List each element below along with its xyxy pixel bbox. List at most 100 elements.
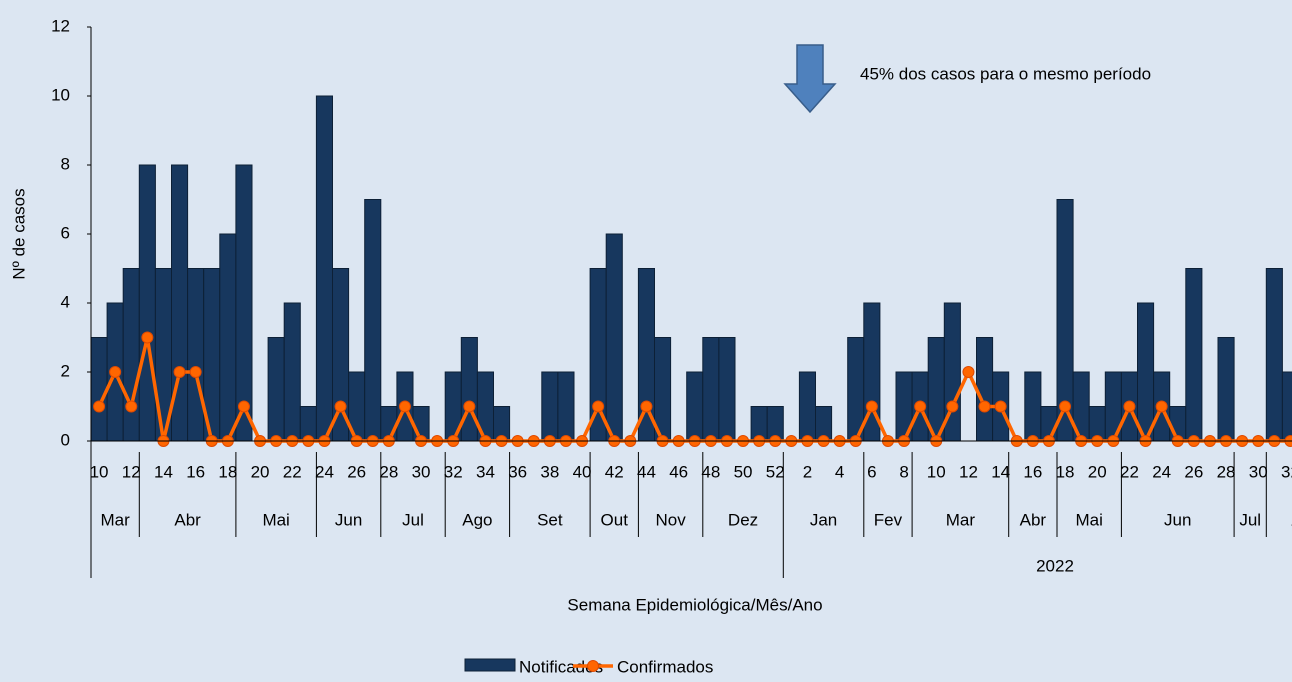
bar xyxy=(267,337,285,442)
bar xyxy=(187,268,205,442)
month-label: Jul xyxy=(402,510,424,529)
bar xyxy=(1217,337,1235,442)
bar xyxy=(718,337,736,442)
x-tick-label: 16 xyxy=(186,462,205,481)
x-tick-label: 28 xyxy=(1217,462,1236,481)
y-tick-label: 2 xyxy=(61,361,70,380)
x-tick-label: 50 xyxy=(734,462,753,481)
annotation-arrow xyxy=(783,44,837,114)
marker xyxy=(640,400,653,413)
x-tick-label: 44 xyxy=(637,462,656,481)
month-label: Mai xyxy=(1075,510,1102,529)
bar xyxy=(1265,268,1283,442)
x-tick-label: 18 xyxy=(218,462,237,481)
y-tick-label: 10 xyxy=(51,85,70,104)
year-label: 2022 xyxy=(1036,556,1074,575)
x-tick-label: 8 xyxy=(899,462,908,481)
x-tick-label: 30 xyxy=(412,462,431,481)
marker xyxy=(994,400,1007,413)
bar xyxy=(557,371,575,442)
marker xyxy=(1123,400,1136,413)
x-tick-label: 38 xyxy=(540,462,559,481)
legend-swatch xyxy=(464,658,516,672)
x-tick-label: 22 xyxy=(1120,462,1139,481)
marker xyxy=(173,366,186,378)
x-tick-label: 26 xyxy=(1184,462,1203,481)
x-tick-label: 42 xyxy=(605,462,624,481)
x-tick-label: 18 xyxy=(1056,462,1075,481)
x-tick-label: 34 xyxy=(476,462,495,481)
bar xyxy=(976,337,994,442)
x-axis-label: Semana Epidemiológica/Mês/Ano xyxy=(567,595,822,614)
x-tick-label: 30 xyxy=(1249,462,1268,481)
bar xyxy=(219,233,237,442)
marker xyxy=(1155,400,1168,413)
month-label: Jun xyxy=(1164,510,1191,529)
x-tick-label: 32 xyxy=(444,462,463,481)
x-tick-label: 10 xyxy=(927,462,946,481)
month-label: Abr xyxy=(174,510,201,529)
x-tick-label: 16 xyxy=(1023,462,1042,481)
x-tick-label: 22 xyxy=(283,462,302,481)
x-tick-label: 32 xyxy=(1281,462,1292,481)
marker xyxy=(865,400,878,413)
x-tick-label: 12 xyxy=(122,462,141,481)
bar xyxy=(364,199,382,442)
x-tick-label: 20 xyxy=(1088,462,1107,481)
marker xyxy=(237,400,250,413)
x-tick-label: 14 xyxy=(991,462,1010,481)
legend-label: Notificados xyxy=(519,657,603,676)
bar xyxy=(702,337,720,442)
y-tick-label: 8 xyxy=(61,154,70,173)
x-tick-label: 2 xyxy=(803,462,812,481)
month-label: Jan xyxy=(810,510,837,529)
bar xyxy=(235,164,253,442)
x-tick-label: 12 xyxy=(959,462,978,481)
bar xyxy=(1281,371,1292,442)
marker xyxy=(946,400,959,413)
month-label: Mar xyxy=(946,510,976,529)
x-tick-label: 6 xyxy=(867,462,876,481)
x-tick-label: 14 xyxy=(154,462,173,481)
month-label: Ago xyxy=(462,510,492,529)
legend-label: Confirmados xyxy=(617,657,713,676)
x-tick-label: 10 xyxy=(90,462,109,481)
marker xyxy=(962,366,975,378)
x-tick-label: 20 xyxy=(251,462,270,481)
marker xyxy=(463,400,476,413)
marker xyxy=(125,400,138,413)
x-tick-label: 36 xyxy=(508,462,527,481)
bar xyxy=(798,371,817,442)
month-label: Out xyxy=(601,510,629,529)
marker xyxy=(978,400,991,413)
y-tick-label: 6 xyxy=(61,223,70,242)
marker xyxy=(93,400,106,413)
y-tick-label: 4 xyxy=(61,292,70,311)
marker xyxy=(398,400,411,413)
bar xyxy=(315,95,333,442)
bar xyxy=(283,302,301,442)
x-tick-label: 24 xyxy=(315,462,334,481)
month-label: Nov xyxy=(655,510,686,529)
x-tick-label: 26 xyxy=(347,462,366,481)
x-tick-label: 24 xyxy=(1152,462,1171,481)
marker xyxy=(109,366,122,378)
bar xyxy=(1024,371,1042,442)
x-tick-label: 40 xyxy=(573,462,592,481)
bar xyxy=(138,164,156,442)
marker xyxy=(914,400,927,413)
month-label: Fev xyxy=(874,510,903,529)
marker xyxy=(141,331,154,344)
bar xyxy=(686,371,704,442)
month-label: Mai xyxy=(262,510,289,529)
month-label: Abr xyxy=(1020,510,1047,529)
marker xyxy=(334,400,347,413)
month-label: Set xyxy=(537,510,563,529)
legend-swatch xyxy=(587,660,599,672)
x-tick-label: 46 xyxy=(669,462,688,481)
bar xyxy=(122,268,140,442)
bar xyxy=(541,371,559,442)
y-axis-label: Nº de casos xyxy=(9,188,28,279)
marker xyxy=(189,366,202,378)
